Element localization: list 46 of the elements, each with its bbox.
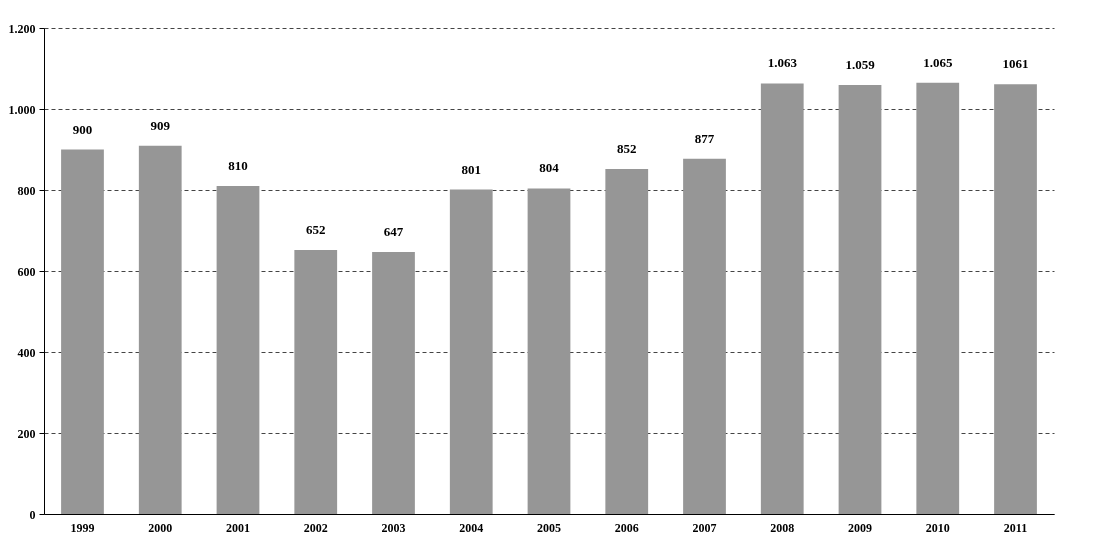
data-label: 652 bbox=[305, 221, 326, 237]
data-label: 801 bbox=[461, 161, 481, 177]
data-label: 804 bbox=[539, 160, 560, 176]
x-tick-label: 2003 bbox=[381, 520, 406, 534]
x-tick-label: 2011 bbox=[1003, 520, 1028, 534]
bar bbox=[683, 158, 726, 514]
data-label: 810 bbox=[228, 157, 248, 173]
data-label: 1.059 bbox=[845, 57, 876, 73]
bar bbox=[216, 185, 260, 514]
data-label: 1061 bbox=[1002, 56, 1029, 72]
y-tick-label: 1.000 bbox=[8, 102, 36, 117]
y-tick-label: 400 bbox=[17, 345, 36, 360]
x-tick-label: 2006 bbox=[614, 520, 639, 534]
x-tick-label: 2005 bbox=[537, 520, 561, 534]
bar bbox=[760, 83, 804, 514]
bar bbox=[61, 149, 104, 514]
bar bbox=[605, 168, 649, 514]
data-label: 877 bbox=[694, 130, 715, 146]
y-tick-label: 600 bbox=[17, 264, 36, 279]
bar bbox=[294, 249, 338, 514]
bar bbox=[916, 82, 960, 514]
x-tick-label: 2000 bbox=[148, 520, 173, 534]
x-tick-label: 2010 bbox=[925, 520, 950, 534]
x-tick-label: 2001 bbox=[225, 520, 250, 534]
data-label: 1.063 bbox=[767, 55, 798, 71]
y-tick-label: 1.200 bbox=[8, 21, 36, 36]
data-label: 909 bbox=[150, 117, 171, 133]
x-tick-label: 2002 bbox=[303, 520, 328, 534]
y-tick-label: 0 bbox=[29, 507, 36, 522]
bar bbox=[994, 84, 1037, 514]
data-label: 647 bbox=[383, 223, 404, 239]
x-tick-label: 2009 bbox=[848, 520, 873, 534]
x-tick-label: 2004 bbox=[459, 520, 484, 534]
bar bbox=[372, 251, 415, 514]
bar bbox=[527, 188, 571, 514]
y-tick-label: 800 bbox=[17, 183, 36, 198]
data-label: 1.065 bbox=[923, 54, 953, 70]
x-tick-label: 2007 bbox=[692, 520, 717, 534]
bar bbox=[838, 85, 882, 514]
x-tick-label: 2008 bbox=[770, 520, 795, 534]
data-label: 852 bbox=[617, 140, 637, 156]
bar bbox=[138, 145, 182, 514]
x-tick-label: 1999 bbox=[70, 520, 95, 534]
data-label: 900 bbox=[72, 121, 93, 137]
bar bbox=[449, 189, 493, 514]
y-tick-label: 200 bbox=[17, 426, 36, 441]
